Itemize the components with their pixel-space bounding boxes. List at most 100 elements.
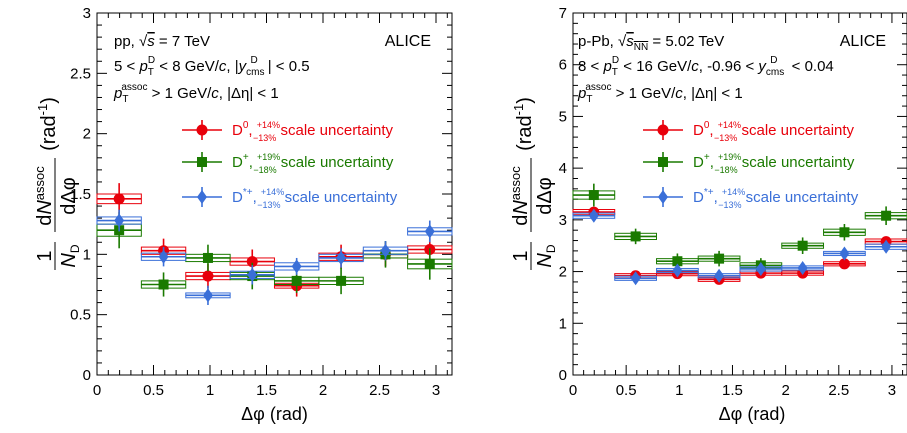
- y-label-dphi: dΔφ: [58, 177, 80, 214]
- x-tick-label: 1: [675, 382, 683, 399]
- x-tick-label: 1.5: [722, 382, 743, 399]
- x-tick-label: 3: [888, 382, 896, 399]
- data-point-circle: [246, 256, 258, 268]
- data-point-circle: [202, 270, 214, 282]
- y-tick-label: 0: [83, 367, 91, 384]
- y-tick-label: 4: [559, 160, 567, 177]
- annotation-line-1: p-Pb, √sNN = 5.02 TeV: [578, 33, 724, 53]
- series-dplus: [572, 183, 907, 273]
- legend-label: D+, +19% −18% scale uncertainty: [232, 152, 394, 175]
- y-tick-label: 5: [559, 108, 567, 125]
- y-tick-label: 3: [559, 212, 567, 229]
- legend-marker-square: [197, 157, 207, 167]
- data-point-square: [291, 275, 302, 286]
- legend-label: D*+, +14% −13% scale uncertainty: [693, 187, 859, 210]
- y-tick-label: 6: [559, 57, 567, 74]
- x-tick-label: 0.5: [616, 382, 637, 399]
- y-tick-label: 1: [83, 246, 91, 263]
- legend-entry-dplus: D+, +19% −18% scale uncertainty: [182, 152, 394, 175]
- legend-entry-d0: D0, +14% −13% scale uncertainty: [643, 120, 855, 143]
- y-label-dphi: dΔφ: [534, 177, 556, 214]
- legend-marker-diamond: [658, 190, 668, 204]
- x-tick-label: 2: [781, 382, 789, 399]
- data-point-circle: [838, 258, 850, 270]
- y-tick-label: 3: [83, 5, 91, 22]
- panel-pp: 00.511.522.530 0.5 1 1.5 2 2.5 3Δφ (rad)1 NDdNa…: [32, 5, 453, 424]
- y-label-unit: (rad-1): [35, 97, 60, 151]
- x-axis-label: Δφ (rad): [241, 404, 308, 424]
- data-point-diamond: [336, 250, 347, 265]
- y-label-dN: dNassoc: [508, 166, 532, 226]
- data-point-diamond: [588, 208, 599, 223]
- data-point-diamond: [672, 263, 683, 278]
- y-tick-label: 7: [559, 5, 567, 22]
- legend-marker-diamond: [197, 190, 207, 204]
- data-point-diamond: [797, 260, 808, 275]
- x-tick-label: 0: [93, 382, 101, 399]
- data-point-square: [202, 252, 213, 263]
- data-point-square: [588, 190, 599, 201]
- series-d0: [572, 206, 907, 285]
- legend-label: D*+, +14% −13% scale uncertainty: [232, 187, 398, 210]
- y-tick-label: 2: [83, 126, 91, 143]
- x-tick-label: 2.5: [828, 382, 849, 399]
- x-tick-label: 1: [206, 382, 214, 399]
- annotation-line-1: pp, √s = 7 TeV: [114, 33, 210, 50]
- data-point-square: [881, 210, 892, 221]
- data-point-square: [336, 275, 347, 286]
- data-point-diamond: [424, 224, 435, 239]
- annotation-line-3: pTassoc > 1 GeV/c, |Δη| < 1: [113, 82, 279, 105]
- legend-entry-d0: D0, +14% −13% scale uncertainty: [182, 120, 394, 143]
- annotation-line-2: 5 < pTD < 8 GeV/c, |ycmsD | < 0.5: [114, 55, 310, 78]
- series-dstar: [96, 209, 453, 306]
- data-point-diamond: [291, 259, 302, 274]
- legend-entry-dstar: D*+, +14% −13% scale uncertainty: [182, 187, 398, 210]
- x-tick-label: 2.5: [369, 382, 390, 399]
- x-tick-label: 1.5: [256, 382, 277, 399]
- x-tick-label: 0.5: [143, 382, 164, 399]
- data-point-diamond: [380, 243, 391, 258]
- data-point-square: [630, 231, 641, 242]
- data-point-square: [797, 240, 808, 251]
- data-point-diamond: [881, 239, 892, 254]
- y-label-one-over: 1: [34, 250, 56, 261]
- y-label-one-over: 1: [510, 250, 532, 261]
- y-label-ND: ND: [534, 244, 558, 267]
- data-point-square: [672, 256, 683, 267]
- x-axis-label: Δφ (rad): [719, 404, 786, 424]
- data-point-diamond: [630, 271, 641, 286]
- y-label-ND: ND: [58, 244, 82, 267]
- y-label-dN: dNassoc: [32, 166, 56, 226]
- y-tick-label: 2.5: [70, 65, 91, 82]
- data-point-diamond: [247, 267, 258, 282]
- y-tick-label: 0.5: [70, 307, 91, 324]
- data-point-square: [158, 279, 169, 290]
- y-tick-label: 1.5: [70, 186, 91, 203]
- legend-label: D+, +19% −18% scale uncertainty: [693, 152, 855, 175]
- data-point-diamond: [114, 213, 125, 228]
- x-tick-label: 2: [319, 382, 327, 399]
- y-tick-label: 0: [559, 367, 567, 384]
- legend-entry-dplus: D+, +19% −18% scale uncertainty: [643, 152, 855, 175]
- data-point-diamond: [714, 268, 725, 283]
- series-dstar: [572, 208, 907, 286]
- legend-label: D0, +14% −13% scale uncertainty: [693, 120, 855, 143]
- y-tick-label: 2: [559, 264, 567, 281]
- data-point-diamond: [158, 249, 169, 264]
- data-point-square: [714, 253, 725, 264]
- data-point-circle: [113, 193, 125, 205]
- data-point-diamond: [755, 261, 766, 276]
- legend-marker-circle: [196, 124, 208, 136]
- y-label-unit: (rad-1): [511, 97, 536, 151]
- legend-marker-circle: [657, 124, 669, 136]
- data-point-diamond: [839, 246, 850, 261]
- alice-label: ALICE: [840, 33, 886, 50]
- legend-label: D0, +14% −13% scale uncertainty: [232, 120, 394, 143]
- data-point-square: [839, 227, 850, 238]
- data-point-diamond: [202, 288, 213, 303]
- annotation-line-2: 8 < pTD < 16 GeV/c, -0.96 < ycmsD < 0.04: [578, 55, 834, 78]
